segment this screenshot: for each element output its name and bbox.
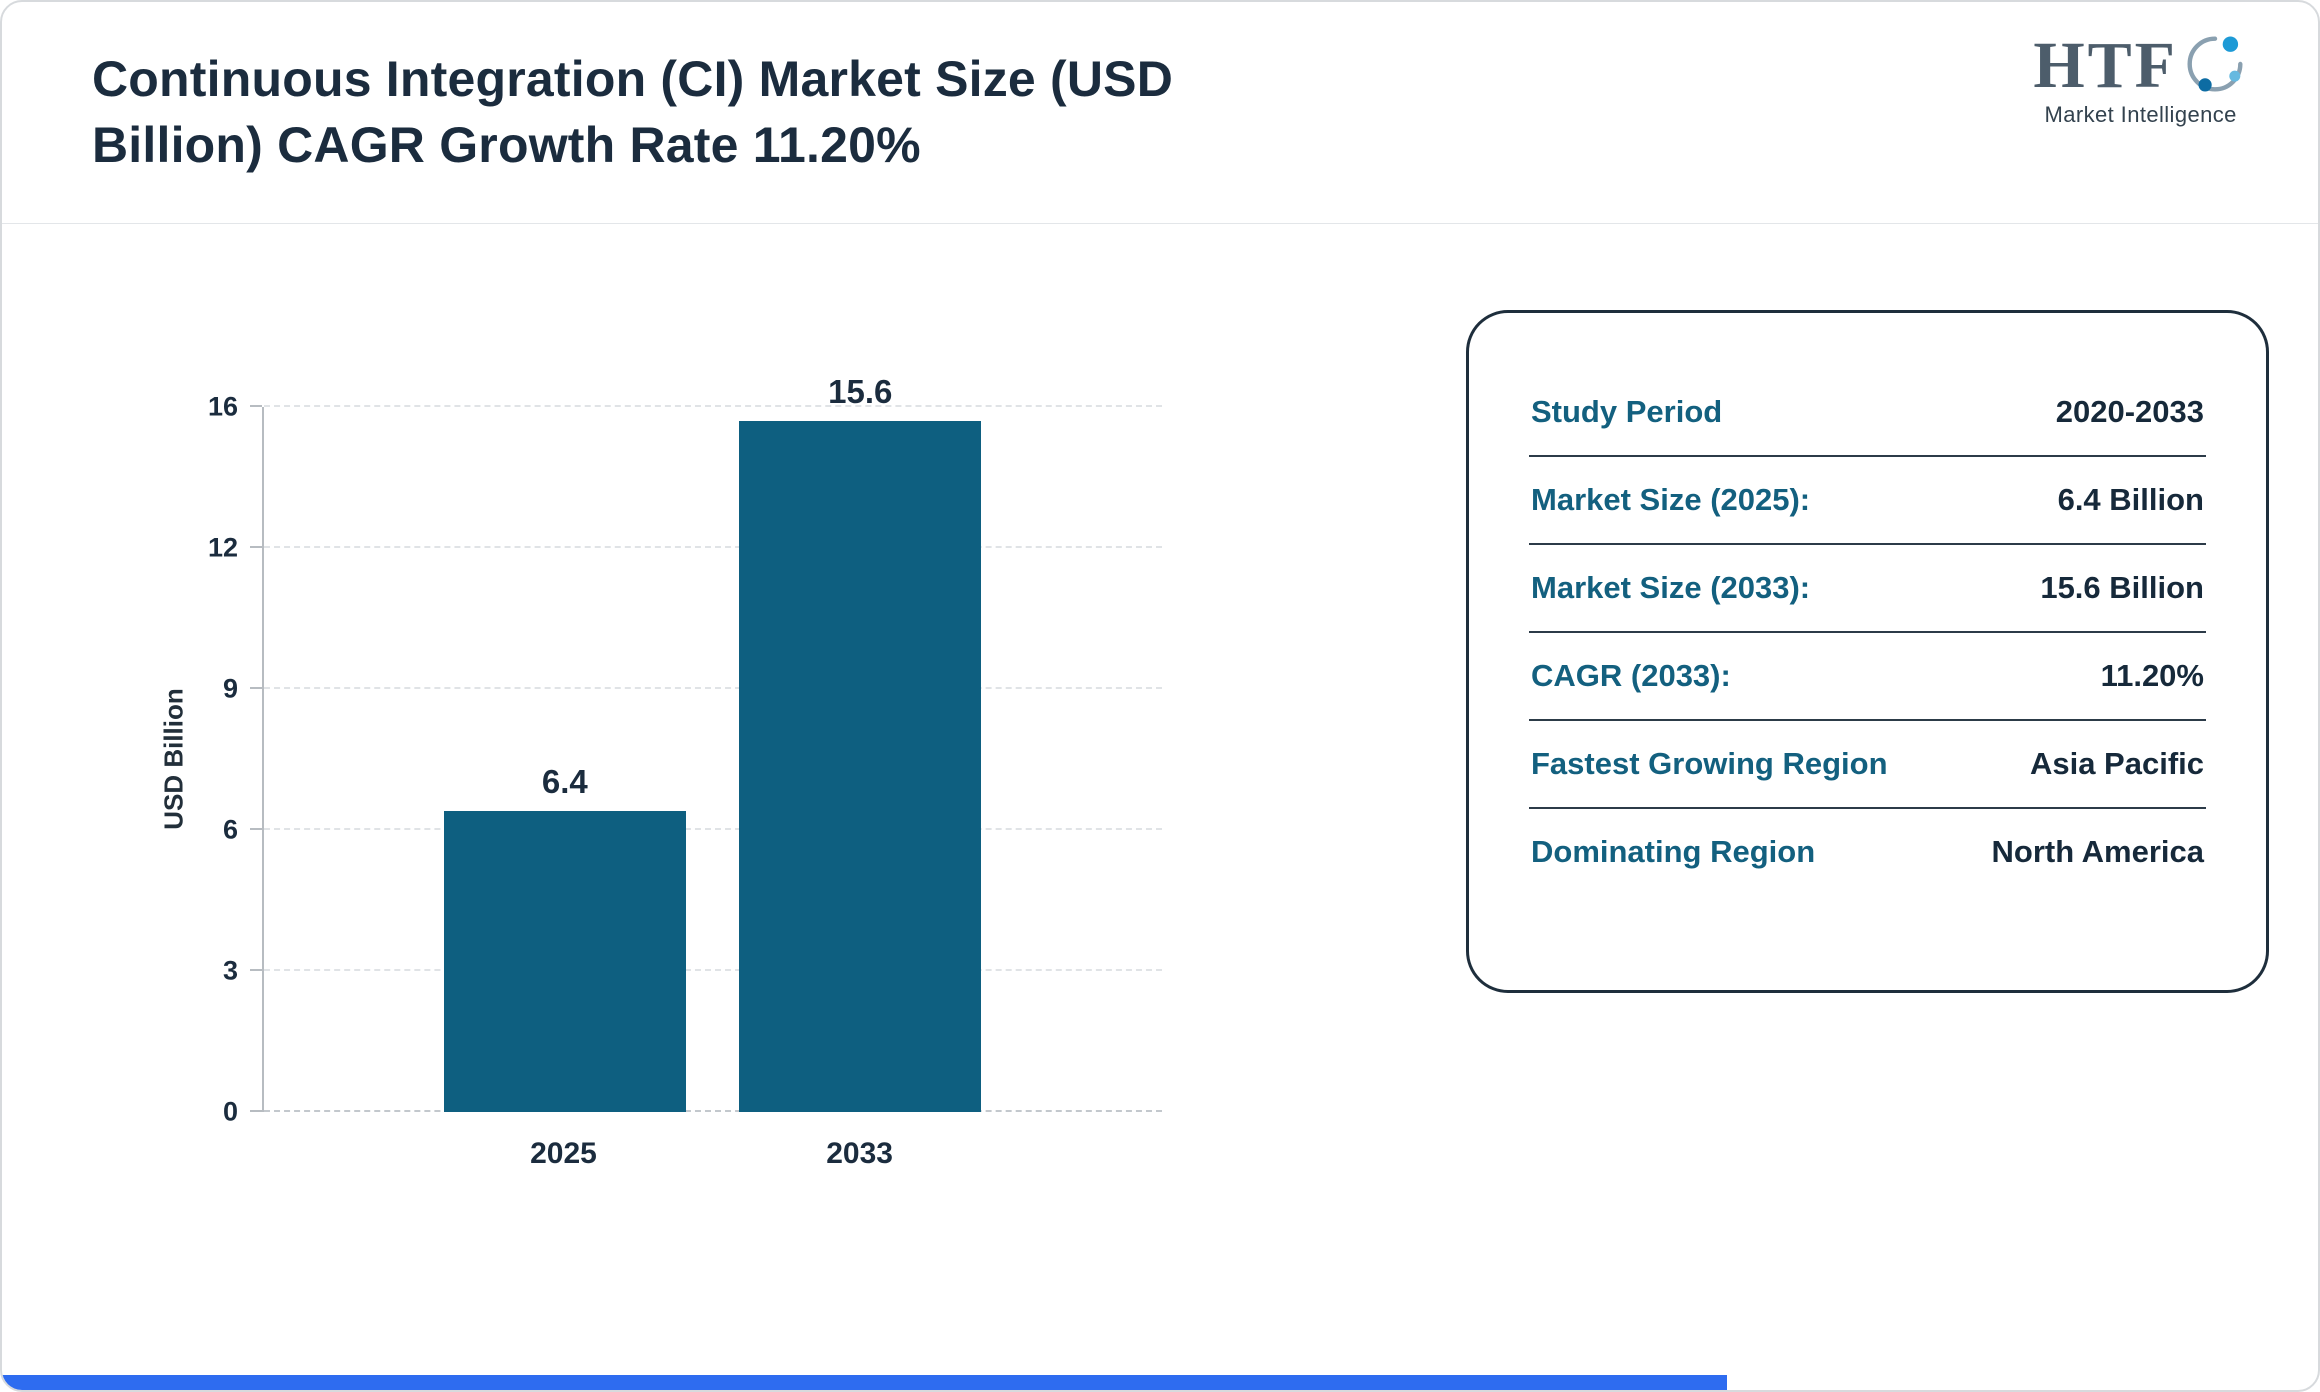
summary-label: Fastest Growing Region — [1531, 746, 1888, 781]
summary-value: 6.4 Billion — [2057, 482, 2204, 517]
summary-row: CAGR (2033): 11.20% — [1529, 633, 2206, 721]
bar-value-label: 15.6 — [828, 373, 893, 411]
summary-card: Study Period 2020-2033 Market Size (2025):… — [1466, 310, 2269, 993]
footer-accent-strip — [2, 1375, 1727, 1390]
y-tick-label: 3 — [222, 955, 238, 986]
people-swoosh-icon — [2182, 31, 2248, 102]
gridline — [250, 687, 1162, 689]
summary-label: Dominating Region — [1531, 834, 1816, 869]
summary-rows: Study Period 2020-2033 Market Size (2025):… — [1529, 369, 2206, 895]
summary-row: Dominating Region North America — [1529, 809, 2206, 895]
x-tick-label: 2025 — [530, 1137, 597, 1170]
summary-label: CAGR (2033): — [1531, 658, 1731, 693]
x-tick-label: 2033 — [826, 1137, 893, 1170]
htf-logo: HTF Market Intelligence — [2033, 28, 2248, 128]
bar-chart: USD Billion 0 3 6 9 12 16 6.4 15.6 2025 2033 — [152, 373, 1212, 1192]
logo-wordmark: HTF — [2033, 28, 2248, 104]
summary-row: Study Period 2020-2033 — [1529, 369, 2206, 457]
summary-row: Market Size (2033): 15.6 Billion — [1529, 545, 2206, 633]
summary-label: Market Size (2033): — [1531, 570, 1811, 605]
y-tick-label: 16 — [207, 391, 238, 422]
bar-2025: 6.4 — [443, 763, 687, 1112]
gridline — [250, 405, 1162, 407]
y-tick-label: 6 — [222, 814, 238, 845]
summary-row: Fastest Growing Region Asia Pacific — [1529, 721, 2206, 809]
y-tick-label: 0 — [222, 1096, 238, 1127]
summary-label: Market Size (2025): — [1531, 482, 1811, 517]
bar-2033: 15.6 — [739, 373, 982, 1112]
logo-subtext: Market Intelligence — [2044, 102, 2237, 127]
page-title: Continuous Integration (CI) Market Size … — [92, 51, 1174, 173]
y-axis-ticks: 0 3 6 9 12 16 — [152, 392, 252, 1127]
gridline — [250, 828, 1162, 830]
gridline — [250, 969, 1162, 971]
header: Continuous Integration (CI) Market Size … — [2, 2, 2318, 224]
summary-value: 11.20% — [2100, 658, 2204, 693]
summary-label: Study Period — [1531, 394, 1723, 429]
x-axis-labels: 2025 2033 — [262, 1137, 1162, 1181]
summary-value: North America — [1991, 834, 2204, 869]
gridline — [250, 1110, 1162, 1112]
gridline — [250, 546, 1162, 548]
y-tick-label: 12 — [207, 532, 238, 563]
logo-text: HTF — [2033, 29, 2178, 102]
summary-row: Market Size (2025): 6.4 Billion — [1529, 457, 2206, 545]
y-tick-label: 9 — [222, 673, 238, 704]
bar-value-label: 6.4 — [541, 763, 588, 801]
summary-value: Asia Pacific — [2029, 746, 2204, 781]
plot-area: 6.4 15.6 — [250, 373, 1162, 1112]
summary-value: 2020-2033 — [2055, 394, 2204, 429]
summary-value: 15.6 Billion — [2040, 570, 2204, 605]
